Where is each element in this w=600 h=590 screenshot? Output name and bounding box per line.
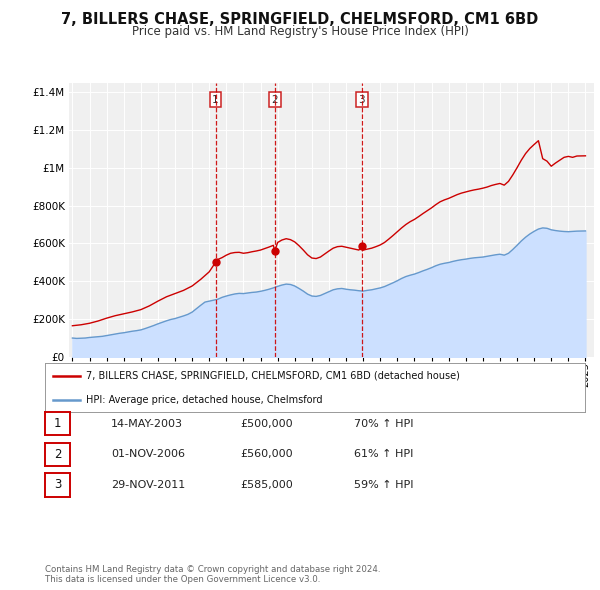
Text: Price paid vs. HM Land Registry's House Price Index (HPI): Price paid vs. HM Land Registry's House …: [131, 25, 469, 38]
Text: HPI: Average price, detached house, Chelmsford: HPI: Average price, detached house, Chel…: [86, 395, 322, 405]
Text: £500,000: £500,000: [240, 419, 293, 428]
Text: 2: 2: [271, 94, 278, 104]
Text: 2: 2: [54, 448, 61, 461]
Text: 61% ↑ HPI: 61% ↑ HPI: [354, 450, 413, 459]
Text: 70% ↑ HPI: 70% ↑ HPI: [354, 419, 413, 428]
Text: 29-NOV-2011: 29-NOV-2011: [111, 480, 185, 490]
Text: £560,000: £560,000: [240, 450, 293, 459]
Text: 59% ↑ HPI: 59% ↑ HPI: [354, 480, 413, 490]
Text: 3: 3: [54, 478, 61, 491]
Text: 7, BILLERS CHASE, SPRINGFIELD, CHELMSFORD, CM1 6BD: 7, BILLERS CHASE, SPRINGFIELD, CHELMSFOR…: [61, 12, 539, 27]
Text: 1: 1: [212, 94, 219, 104]
Text: Contains HM Land Registry data © Crown copyright and database right 2024.
This d: Contains HM Land Registry data © Crown c…: [45, 565, 380, 584]
Text: 01-NOV-2006: 01-NOV-2006: [111, 450, 185, 459]
Text: 3: 3: [358, 94, 365, 104]
Text: 14-MAY-2003: 14-MAY-2003: [111, 419, 183, 428]
Text: 7, BILLERS CHASE, SPRINGFIELD, CHELMSFORD, CM1 6BD (detached house): 7, BILLERS CHASE, SPRINGFIELD, CHELMSFOR…: [86, 371, 460, 381]
Text: £585,000: £585,000: [240, 480, 293, 490]
Text: 1: 1: [54, 417, 61, 430]
